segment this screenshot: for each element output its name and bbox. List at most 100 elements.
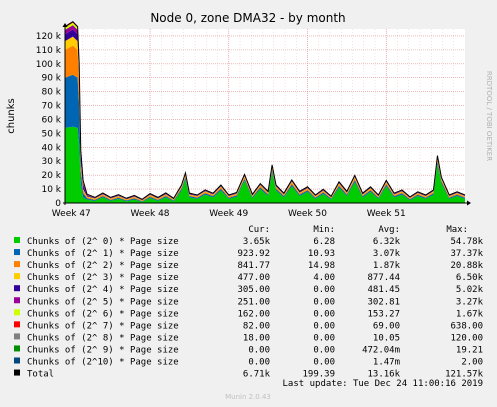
y-tick-label: 80 k — [41, 88, 61, 98]
y-tick-label: 110 k — [36, 46, 62, 56]
x-tick-labels: Week 47 Week 48 Week 49 Week 50 Week 51 — [52, 209, 406, 219]
x-tick-label: Week 50 — [288, 209, 327, 219]
legend-min: 199.39 — [302, 370, 335, 380]
legend-avg: 472.04m — [362, 345, 400, 355]
legend-avg: 6.32k — [373, 237, 401, 247]
legend-name: Chunks of (2^ 9) * Page size — [27, 345, 179, 355]
legend-swatch — [14, 321, 20, 328]
legend-swatch — [14, 357, 20, 364]
legend-avg: 153.27 — [367, 309, 400, 319]
legend-swatch — [14, 273, 20, 280]
legend-headers: Cur: Min: Avg: Max: — [248, 225, 468, 235]
y-tick-label: 0 — [55, 199, 61, 209]
legend-max: 1.67k — [456, 309, 484, 319]
legend-min: 0.00 — [313, 297, 335, 307]
legend-header-avg: Avg: — [378, 225, 400, 235]
legend-min: 0.00 — [313, 285, 335, 295]
legend-name: Chunks of (2^10) * Page size — [27, 358, 179, 368]
legend-max: 121.57k — [445, 370, 484, 380]
y-tick-label: 50 k — [41, 129, 61, 139]
x-tick-label: Week 49 — [209, 209, 248, 219]
total-line — [64, 21, 466, 200]
munin-version: Munin 2.0.43 — [225, 393, 271, 401]
legend-max: 2.00 — [461, 358, 483, 368]
legend-cur: 923.92 — [237, 249, 270, 259]
rrdtool-watermark: RRDTOOL / TOBI OETIKER — [485, 71, 493, 161]
legend-cur: 162.00 — [237, 309, 270, 319]
legend-name: Chunks of (2^ 3) * Page size — [27, 273, 179, 283]
legend-name: Chunks of (2^ 7) * Page size — [27, 321, 179, 331]
y-axis-arrow — [62, 23, 68, 27]
legend-avg: 481.45 — [367, 285, 400, 295]
legend-name: Chunks of (2^ 6) * Page size — [27, 309, 179, 319]
legend-min: 0.00 — [313, 333, 335, 343]
legend-avg: 1.47m — [373, 358, 400, 368]
legend-cur: 18.00 — [243, 333, 270, 343]
legend-cur: 3.65k — [243, 237, 271, 247]
legend-name: Total — [27, 370, 54, 380]
legend-max: 6.50k — [456, 273, 484, 283]
x-tick-label: Week 48 — [131, 209, 170, 219]
legend-swatch — [14, 345, 20, 352]
legend-table: Chunks of (2^ 0) * Page size 3.65k 6.28 6.3… — [14, 237, 484, 380]
legend-swatch — [14, 261, 20, 268]
legend-cur: 0.00 — [248, 358, 270, 368]
grid-lines — [65, 29, 465, 204]
legend-min: 0.00 — [313, 309, 335, 319]
legend-swatch — [14, 309, 20, 316]
legend-min: 0.00 — [313, 345, 335, 355]
x-tick-label: Week 47 — [52, 209, 91, 219]
y-axis-label: chunks — [6, 98, 17, 134]
last-update-text: Last update: Tue Dec 24 11:00:16 2019 — [283, 379, 483, 389]
legend-max: 37.37k — [450, 249, 483, 259]
legend-max: 638.00 — [450, 321, 483, 331]
y-tick-label: 100 k — [36, 60, 62, 70]
legend-max: 120.00 — [450, 333, 483, 343]
legend-cur: 477.00 — [237, 273, 270, 283]
legend-cur: 0.00 — [248, 345, 270, 355]
legend-cur: 82.00 — [243, 321, 270, 331]
legend-swatch — [14, 237, 20, 243]
legend-avg: 1.87k — [373, 261, 401, 271]
legend-max: 19.21 — [456, 345, 483, 355]
legend-avg: 13.16k — [367, 370, 400, 380]
y-tick-label: 70 k — [41, 102, 61, 112]
y-tick-label: 90 k — [41, 74, 61, 84]
legend-name: Chunks of (2^ 8) * Page size — [27, 333, 179, 343]
axes — [62, 23, 471, 206]
legend-swatch — [14, 369, 20, 376]
legend-name: Chunks of (2^ 0) * Page size — [27, 237, 179, 247]
legend-max: 54.78k — [450, 237, 483, 247]
legend-max: 20.88k — [450, 261, 483, 271]
x-axis-arrow — [467, 200, 471, 206]
total-line-group — [64, 21, 466, 200]
legend-swatch — [14, 285, 20, 292]
chart-title: Node 0, zone DMA32 - by month — [150, 11, 345, 25]
legend-max: 3.27k — [456, 297, 484, 307]
legend-swatch — [14, 249, 20, 256]
plot-area — [65, 29, 465, 203]
y-tick-label: 60 k — [41, 115, 61, 125]
legend-avg: 877.44 — [367, 273, 400, 283]
legend-header-min: Min: — [313, 225, 335, 235]
legend-name: Chunks of (2^ 5) * Page size — [27, 297, 179, 307]
y-tick-label: 30 k — [41, 157, 61, 167]
legend-cur: 305.00 — [237, 285, 270, 295]
legend-min: 4.00 — [313, 273, 335, 283]
legend-header-cur: Cur: — [248, 225, 270, 235]
legend-avg: 3.07k — [373, 249, 401, 259]
legend-avg: 10.05 — [373, 333, 400, 343]
legend-cur: 251.00 — [237, 297, 270, 307]
legend-name: Chunks of (2^ 4) * Page size — [27, 285, 179, 295]
legend-min: 14.98 — [308, 261, 335, 271]
legend-avg: 69.00 — [373, 321, 400, 331]
legend-name: Chunks of (2^ 2) * Page size — [27, 261, 179, 271]
legend-swatch — [14, 297, 20, 304]
y-tick-label: 20 k — [41, 171, 61, 181]
y-tick-label: 10 k — [41, 185, 61, 195]
legend-cur: 841.77 — [237, 261, 270, 271]
legend-min: 0.00 — [313, 321, 335, 331]
y-tick-labels: 0 10 k 20 k 30 k 40 k 50 k 60 k 70 k 80 k 90 k 100… — [36, 32, 62, 209]
legend-cur: 6.71k — [243, 370, 271, 380]
